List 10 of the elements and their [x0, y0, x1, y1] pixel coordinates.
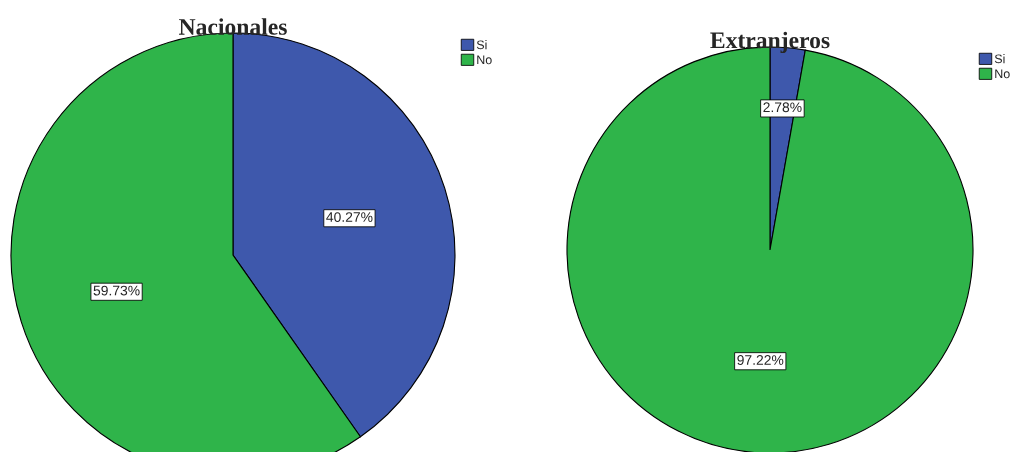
data-label: 97.22%	[737, 355, 784, 365]
legend-label: Si	[994, 54, 1005, 64]
chart-title: Nacionales	[179, 18, 287, 35]
data-label: 2.78%	[763, 102, 802, 113]
chart-title: Extranjeros	[710, 31, 830, 54]
data-label: 59.73%	[93, 285, 140, 296]
legend-label: Si	[476, 40, 487, 50]
legend-label: No	[995, 69, 1010, 79]
legend-label: No	[477, 55, 492, 65]
data-label: 40.27%	[326, 212, 373, 222]
